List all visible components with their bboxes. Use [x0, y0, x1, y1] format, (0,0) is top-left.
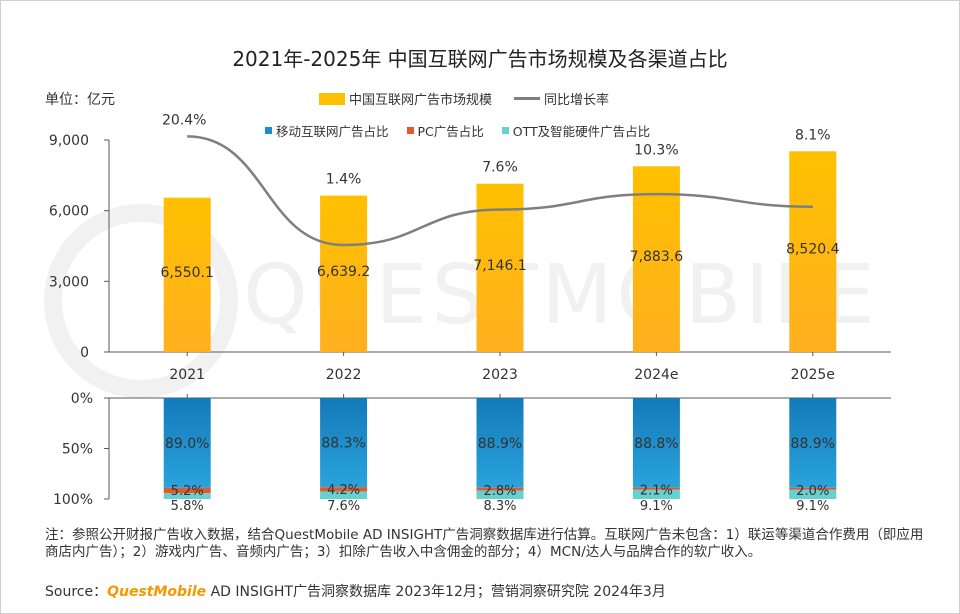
legend-top: 中国互联网广告市场规模 同比增长率 — [319, 89, 609, 108]
ott-share-bar — [632, 489, 680, 499]
mobile-share-label: 88.9% — [791, 436, 835, 452]
growth-label: 1.4% — [326, 172, 362, 188]
ott-share-label: 7.6% — [327, 499, 360, 514]
mobile-share-bar — [632, 398, 680, 488]
mobile-share-label: 88.3% — [321, 436, 365, 452]
unit-label: 单位：亿元 — [45, 92, 115, 108]
market-bar — [632, 166, 680, 352]
pc-share-bar — [632, 487, 680, 490]
source-rest: AD INSIGHT广告洞察数据库 2023年12月；营销洞察研究院 2024年… — [210, 584, 666, 600]
legend-label-mobile: 移动互联网广告占比 — [276, 124, 389, 139]
legend-label-market: 中国互联网广告市场规模 — [349, 93, 493, 108]
ott-share-bar — [476, 490, 524, 499]
source-line: Source：QuestMobile AD INSIGHT广告洞察数据库 202… — [45, 581, 666, 601]
ott-share-label: 8.3% — [483, 499, 516, 514]
legend-label-pc: PC广告占比 — [417, 124, 484, 139]
market-bar-label: 7,146.1 — [473, 258, 526, 274]
legend-swatch-mobile — [265, 127, 272, 134]
pc-share-bar — [163, 487, 211, 494]
legend-swatch-growth — [514, 97, 541, 100]
market-bar-label: 6,639.2 — [317, 264, 370, 280]
mobile-share-label: 88.9% — [478, 436, 522, 452]
mobile-share-bar — [320, 398, 368, 488]
legend-swatch-market — [319, 92, 345, 105]
market-bar-label: 8,520.4 — [786, 242, 840, 258]
y-tick-label-bottom: 0% — [71, 391, 93, 407]
ott-share-bar — [789, 489, 837, 499]
y-tick-label-top: 6,000 — [49, 204, 89, 220]
x-tick-label-top: 2021 — [169, 367, 205, 383]
ott-share-bar — [163, 493, 211, 499]
mobile-share-bar — [476, 398, 524, 488]
footnote: 注：参照公开财报广告收入数据，结合QuestMobile AD INSIGHT广… — [45, 527, 924, 560]
market-bar-label: 6,550.1 — [160, 265, 213, 281]
mobile-share-bar — [163, 398, 211, 488]
market-bar — [789, 151, 837, 352]
y-tick-label-top: 0 — [80, 345, 89, 361]
legend-bottom: 移动互联网广告占比 PC广告占比 OTT及智能硬件广告占比 — [265, 121, 650, 140]
x-tick-label-top: 2025e — [791, 367, 835, 383]
watermark-logo-ring — [44, 204, 238, 398]
x-tick-label-top: 2024e — [634, 367, 678, 383]
growth-label: 8.1% — [795, 127, 831, 143]
pc-share-label: 4.2% — [327, 483, 360, 498]
mobile-share-bar — [789, 398, 837, 488]
pc-share-bar — [320, 487, 368, 492]
y-tick-label-bottom: 50% — [62, 442, 93, 458]
y-tick-label-top: 3,000 — [49, 274, 89, 290]
market-bar — [320, 195, 368, 352]
ott-share-bar — [320, 491, 368, 500]
pc-share-label: 2.1% — [640, 484, 673, 499]
y-tick-label-bottom: 100% — [53, 492, 93, 508]
ott-share-label: 9.1% — [640, 499, 673, 514]
y-tick-label-top: 9,000 — [49, 133, 89, 149]
pc-share-label: 5.2% — [171, 484, 204, 499]
market-bar — [163, 197, 211, 352]
growth-label: 20.4% — [162, 112, 206, 128]
source-brand: QuestMobile — [107, 584, 207, 600]
growth-line — [187, 135, 813, 247]
legend-label-growth: 同比增长率 — [544, 93, 610, 108]
x-tick-label-top: 2022 — [326, 367, 362, 383]
legend-label-ott: OTT及智能硬件广告占比 — [512, 124, 651, 139]
pc-share-bar — [476, 487, 524, 491]
legend-swatch-pc — [406, 127, 414, 134]
market-bar-label: 7,883.6 — [630, 249, 684, 265]
pc-share-label: 2.0% — [796, 484, 829, 499]
growth-label: 7.6% — [482, 160, 518, 176]
market-bar — [476, 183, 524, 352]
x-tick-label-top: 2023 — [482, 367, 518, 383]
growth-label: 10.3% — [634, 142, 678, 158]
legend-swatch-ott — [501, 127, 509, 134]
source-prefix: Source： — [45, 584, 108, 600]
pc-share-bar — [789, 487, 837, 490]
chart-title: 2021年-2025年 中国互联网广告市场规模及各渠道占比 — [232, 47, 728, 71]
pc-share-label: 2.8% — [483, 484, 516, 499]
ott-share-label: 9.1% — [796, 499, 829, 514]
mobile-share-label: 88.8% — [634, 436, 678, 452]
ott-share-label: 5.8% — [171, 499, 204, 514]
mobile-share-label: 89.0% — [165, 436, 209, 452]
